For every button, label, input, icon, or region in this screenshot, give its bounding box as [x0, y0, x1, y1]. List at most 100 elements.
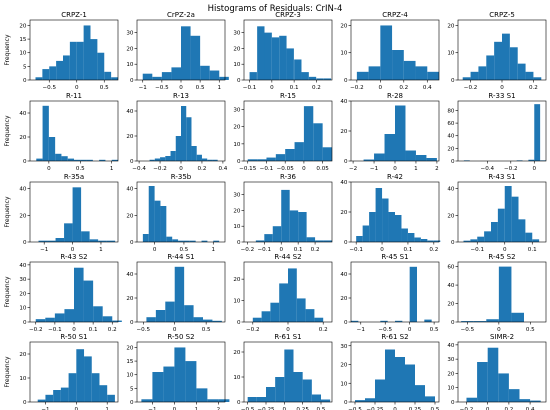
y-tick-label: 40 [19, 187, 27, 193]
x-tick-label: 0.1 [294, 247, 303, 253]
histogram-bar [112, 320, 122, 322]
x-tick-label: 1 [217, 85, 221, 91]
x-tick-label: 0 [286, 327, 290, 333]
panel-title: CRPZ-5 [489, 11, 515, 19]
y-tick-label: 0 [237, 159, 241, 165]
histogram-bar [174, 347, 186, 402]
y-tick-label: 0 [23, 159, 27, 165]
histogram-bar [252, 317, 262, 322]
x-tick-label: 0.2 [311, 247, 320, 253]
histogram-bar [99, 385, 108, 402]
histogram-bar [498, 373, 509, 402]
histogram-bar [170, 151, 176, 161]
histogram-bar [516, 160, 523, 161]
histogram-bar [201, 240, 208, 242]
histogram-bar [477, 362, 488, 402]
y-tick-label: 30 [447, 357, 455, 363]
histogram-panel: CRPZ-1 −0.5 0 0.5 0 5 10 15 20 Frequency [4, 11, 119, 91]
histogram-bar [470, 239, 478, 242]
histogram-bar [185, 361, 197, 402]
y-tick-label: 10 [126, 62, 134, 68]
x-tick-label: −0.1 [349, 247, 363, 253]
histogram-bar [380, 25, 393, 81]
histogram-bar [165, 156, 171, 161]
histogram-bar [38, 240, 48, 242]
histogram-bar [323, 240, 332, 242]
histogram-panel: R-13 −0.4 −0.2 0 0.2 0.4 0 20 40 [126, 92, 227, 172]
x-tick-label: 0.2 [399, 85, 408, 91]
panel-title: R-13 [173, 92, 189, 100]
x-tick-label: 1 [195, 407, 199, 410]
histogram-bar [382, 198, 389, 242]
x-tick-label: 0.2 [529, 85, 538, 91]
y-tick-label: 20 [447, 302, 455, 308]
histogram-bar [178, 240, 184, 242]
histogram-bar [362, 225, 370, 242]
histogram-bar [63, 55, 70, 80]
histogram-bar [60, 387, 69, 402]
y-tick-label: 15 [126, 359, 134, 365]
histogram-bar [49, 66, 57, 80]
histogram-bar [477, 236, 485, 242]
y-tick-label: 0 [23, 400, 27, 406]
x-tick-label: 0 [179, 85, 183, 91]
histogram-bar [42, 69, 50, 80]
y-tick-label: 20 [447, 213, 455, 219]
histogram-bar [424, 319, 432, 322]
histogram-bar [264, 234, 273, 242]
x-tick-label: 1 [99, 247, 103, 253]
x-tick-label: 0.2 [108, 327, 117, 333]
y-tick-label: 20 [233, 46, 241, 52]
x-tick-label: −1 [40, 247, 49, 253]
y-tick-label: 20 [19, 352, 27, 358]
histogram-bar [83, 280, 94, 322]
y-tick-label: 10 [233, 224, 241, 230]
axes-frame [136, 341, 226, 403]
histogram-bar [286, 48, 294, 80]
panel-title: R-43 S1 [488, 173, 515, 181]
x-tick-label: 0.5 [526, 327, 535, 333]
y-tick-label: 0 [344, 240, 348, 246]
histogram-bar [306, 237, 316, 242]
histogram-bar [462, 77, 471, 80]
histogram-bar [212, 159, 218, 161]
y-tick-label: 30 [233, 193, 241, 199]
axes-frame [136, 261, 226, 323]
x-tick-label: 0 [283, 407, 287, 410]
panel-title: R-61 S2 [381, 333, 408, 341]
y-tick-label: 10 [340, 381, 348, 387]
histogram-bar [186, 117, 192, 161]
x-tick-label: 0 [72, 327, 76, 333]
histogram-bar [42, 105, 49, 161]
y-tick-label: 5 [23, 64, 27, 70]
x-tick-label: 0.1 [403, 247, 412, 253]
histogram-bar [463, 160, 470, 161]
histogram-bar [181, 26, 191, 81]
x-tick-label: 0 [179, 166, 183, 172]
histogram-bar [175, 136, 181, 161]
x-tick-label: 0 [270, 85, 274, 91]
histogram-bar [305, 309, 315, 322]
y-tick-label: 20 [447, 146, 455, 152]
histogram-panel: R-45 S2 −0.5 0 0.5 0 20 40 60 [447, 253, 547, 333]
y-tick-label: 0 [130, 78, 134, 84]
x-tick-label: −1 [357, 327, 366, 333]
y-tick-label: 80 [447, 108, 455, 114]
histogram-bar [35, 319, 46, 322]
panels-grid: CRPZ-1−0.5 0 0.505101520FrequencyCrPZ-2a−1… [4, 11, 547, 410]
y-tick-label: 0 [451, 78, 455, 84]
y-tick-label: 10 [447, 386, 455, 392]
histogram-bar [426, 158, 437, 161]
histogram-bar [219, 76, 229, 80]
histogram-bar [519, 399, 531, 402]
x-tick-label: 0.1 [528, 247, 537, 253]
x-tick-label: 0 [380, 247, 384, 253]
histogram-bar [502, 33, 510, 80]
histogram-bar [369, 212, 376, 242]
histogram-bar [107, 394, 115, 402]
x-tick-label: 0.5 [76, 166, 85, 172]
axes-frame [29, 19, 119, 81]
